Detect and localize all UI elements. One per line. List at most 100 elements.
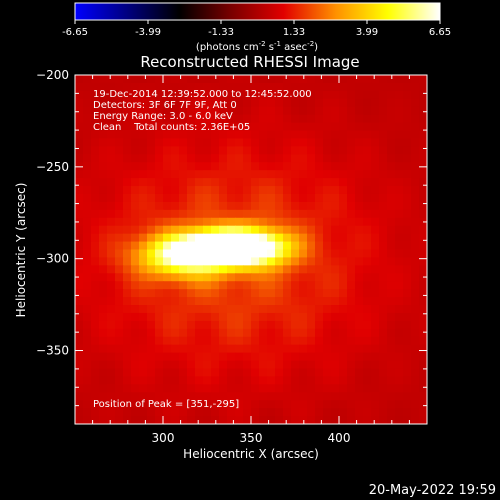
heatmap-cell [363,98,372,108]
heatmap-cell [267,170,276,179]
heatmap-cell [315,201,324,211]
heatmap-cell [243,162,252,171]
heatmap-cell [139,162,148,171]
heatmap-cell [323,368,332,378]
heatmap-cell [267,225,276,235]
heatmap-cell [235,360,244,370]
heatmap-cell [219,130,228,140]
heatmap-cell [275,209,284,219]
heatmap-cell [155,90,164,100]
heatmap-cell [339,146,348,155]
heatmap-cell [275,217,284,227]
heatmap-cell [147,328,156,338]
heatmap-cell [211,392,220,401]
heatmap-cell [379,392,388,401]
heatmap-cell [355,384,364,393]
heatmap-cell [363,408,372,417]
heatmap-cell [107,416,116,424]
heatmap-cell [379,241,388,251]
heatmap-cell [107,376,116,385]
heatmap-cell [379,130,388,140]
heatmap-cell [91,249,100,259]
heatmap-cell [227,233,236,243]
heatmap-cell [331,178,340,187]
heatmap-cell [315,241,324,251]
heatmap-cell [179,376,188,385]
heatmap-cell [235,233,244,243]
heatmap-cell [267,241,276,251]
heatmap-cell [211,98,220,108]
heatmap-cell [363,162,372,171]
heatmap-cell [395,265,404,274]
heatmap-cell [371,320,380,330]
heatmap-cell [291,154,300,163]
heatmap-cell [147,114,156,124]
heatmap-cell [123,186,132,195]
heatmap-cell [123,273,132,282]
heatmap-cell [403,186,412,195]
heatmap-cell [307,209,316,219]
heatmap-cell [379,312,388,322]
heatmap-cell [243,257,252,266]
heatmap-cell [171,98,180,108]
heatmap-cell [155,146,164,155]
heatmap-cell [275,82,284,92]
heatmap-cell [355,241,364,251]
heatmap-cell [227,106,236,116]
heatmap-cell [203,273,212,282]
heatmap-cell [403,98,412,108]
heatmap-cell [131,162,140,171]
heatmap-cell [163,249,172,259]
heatmap-cell [411,384,420,393]
heatmap-cell [339,392,348,401]
heatmap-cell [155,130,164,140]
heatmap-cell [419,360,427,370]
heatmap-cell [107,400,116,409]
heatmap-cell [363,114,372,124]
heatmap-cell [243,241,252,251]
heatmap-cell [259,416,268,424]
heatmap-cell [299,328,308,338]
heatmap-cell [355,233,364,243]
heatmap-cell [75,273,84,282]
heatmap-cell [203,114,212,124]
heatmap-cell [139,201,148,211]
heatmap-cell [331,75,340,84]
heatmap-cell [299,408,308,417]
heatmap-cell [315,154,324,163]
heatmap-cell [171,257,180,266]
heatmap-cell [339,416,348,424]
heatmap-cell [259,82,268,92]
heatmap-cell [403,146,412,155]
heatmap-cell [227,305,236,314]
heatmap-cell [179,154,188,163]
heatmap-cell [291,114,300,124]
heatmap-cell [275,98,284,108]
heatmap-cell [203,289,212,298]
heatmap-cell [139,193,148,203]
heatmap-cell [227,122,236,132]
heatmap-cell [195,178,204,187]
heatmap-cell [99,162,108,171]
heatmap-cell [371,154,380,163]
heatmap-cell [371,344,380,354]
heatmap-cell [195,392,204,401]
heatmap-cell [211,352,220,362]
heatmap-cell [227,392,236,401]
heatmap-cell [235,400,244,409]
heatmap-cell [91,90,100,100]
heatmap-cell [291,305,300,314]
heatmap-cell [331,360,340,370]
heatmap-cell [235,344,244,354]
heatmap-cell [243,170,252,179]
heatmap-cell [147,408,156,417]
heatmap-cell [371,186,380,195]
heatmap-cell [283,209,292,219]
heatmap-cell [123,352,132,362]
heatmap-cell [259,170,268,179]
heatmap-cell [307,257,316,266]
heatmap-cell [243,273,252,282]
heatmap-cell [275,344,284,354]
heatmap-cell [251,352,260,362]
heatmap-cell [227,352,236,362]
